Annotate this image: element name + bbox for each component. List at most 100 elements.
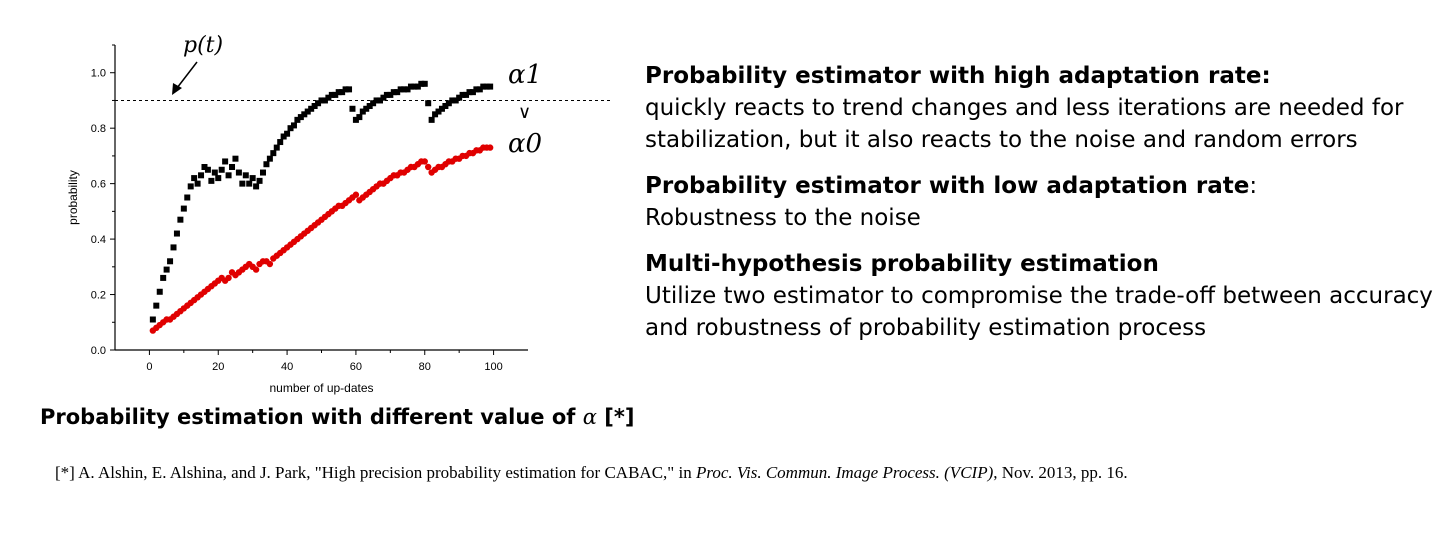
data-point-alpha1 <box>215 175 222 182</box>
chart-caption: Probability estimation with different va… <box>40 405 634 429</box>
data-point-alpha1 <box>246 180 253 187</box>
data-point-alpha1 <box>442 103 449 109</box>
data-point-alpha1 <box>359 108 366 115</box>
block-body: Robustness to the noise <box>645 205 921 231</box>
data-point-alpha1 <box>432 111 439 118</box>
caption-alpha: α <box>582 405 597 429</box>
data-point-alpha1 <box>308 105 315 112</box>
x-tick-label: 100 <box>484 361 502 373</box>
block-title-text: Multi-hypothesis probability estimation <box>645 251 1159 277</box>
block-body: Utilize two estimator to compromise the … <box>645 283 1433 341</box>
reference-prefix: [*] A. Alshin, E. Alshina, and J. Park, … <box>55 463 692 482</box>
data-point-alpha1 <box>352 116 359 123</box>
data-point-alpha1 <box>253 183 260 190</box>
data-point-alpha1 <box>277 139 284 146</box>
data-point-alpha1 <box>466 89 473 96</box>
data-point-alpha1 <box>411 83 418 90</box>
x-tick-label: 20 <box>212 361 224 373</box>
block-body: quickly reacts to trend changes and less… <box>645 95 1404 153</box>
y-tick-label: 0.2 <box>91 290 106 302</box>
data-point-alpha1 <box>428 116 435 123</box>
data-point-alpha1 <box>380 94 387 101</box>
data-point-alpha1 <box>163 266 170 273</box>
data-point-alpha1 <box>335 89 342 96</box>
data-point-alpha1 <box>387 91 394 98</box>
data-point-alpha1 <box>149 316 156 323</box>
data-point-alpha1 <box>225 172 232 179</box>
data-point-alpha1 <box>390 89 397 96</box>
data-point-alpha1 <box>418 80 425 87</box>
y-tick-label: 1.0 <box>91 68 106 80</box>
probability-chart: 0.0 0.2 0.4 0.6 0.8 1.0 0 20 40 60 80 100 number of … <box>0 0 640 440</box>
data-point-alpha1 <box>370 100 377 107</box>
data-point-alpha1 <box>318 97 325 104</box>
x-axis-label: number of up-dates <box>269 381 373 395</box>
data-point-alpha1 <box>256 177 263 184</box>
data-point-alpha1 <box>449 97 456 104</box>
data-point-alpha1 <box>160 274 167 281</box>
data-point-alpha1 <box>425 100 432 107</box>
block-title: Probability estimator with high adaptati… <box>645 60 1435 92</box>
annotation-p-t: p(t) <box>183 33 223 58</box>
data-point-alpha1 <box>259 169 266 176</box>
data-point-alpha1 <box>177 216 184 223</box>
data-point-alpha1 <box>304 108 311 115</box>
data-point-alpha1 <box>445 100 452 107</box>
block-title: Multi-hypothesis probability estimation <box>645 248 1435 280</box>
block-title-text: Probability estimator with low adaptatio… <box>645 173 1250 199</box>
data-point-alpha1 <box>473 86 480 93</box>
data-point-alpha1 <box>452 97 459 104</box>
data-point-alpha1 <box>249 175 256 182</box>
data-point-alpha1 <box>346 86 353 93</box>
data-point-alpha1 <box>459 91 466 98</box>
data-point-alpha1 <box>239 180 246 187</box>
data-point-alpha1 <box>290 122 297 129</box>
data-point-alpha1 <box>218 166 225 173</box>
data-point-alpha1 <box>435 108 442 115</box>
data-point-alpha0 <box>225 274 232 282</box>
data-point-alpha1 <box>328 91 335 98</box>
data-point-alpha1 <box>315 100 322 107</box>
data-point-alpha1 <box>421 80 428 87</box>
data-point-alpha1 <box>456 94 463 101</box>
data-point-alpha1 <box>414 83 421 90</box>
data-point-alpha1 <box>373 97 380 104</box>
block-high-rate: Probability estimator with high adaptati… <box>645 60 1435 156</box>
data-point-alpha1 <box>208 177 215 184</box>
data-point-alpha1 <box>180 205 187 212</box>
data-point-alpha1 <box>321 97 328 104</box>
data-point-alpha1 <box>280 133 287 140</box>
data-point-alpha0 <box>266 260 274 268</box>
data-point-alpha1 <box>204 166 211 173</box>
data-point-alpha1 <box>266 155 273 162</box>
data-point-alpha1 <box>201 164 208 170</box>
data-point-alpha1 <box>339 89 346 96</box>
data-point-alpha1 <box>480 83 487 90</box>
explanation-panel: Probability estimator with high adaptati… <box>645 60 1435 358</box>
block-title: Probability estimator with low adaptatio… <box>645 170 1435 202</box>
y-tick-label: 0.8 <box>91 123 106 135</box>
x-tick-label: 60 <box>350 361 362 373</box>
data-point-alpha1 <box>287 125 294 132</box>
data-point-alpha0 <box>486 144 494 151</box>
caption-prefix: Probability estimation with different va… <box>40 405 576 429</box>
data-point-alpha1 <box>401 86 408 93</box>
y-tick-label: 0.4 <box>91 234 106 246</box>
data-point-alpha1 <box>242 172 249 179</box>
data-point-alpha1 <box>469 89 476 96</box>
data-point-alpha0 <box>424 163 432 171</box>
annotation-arrow-shaft <box>176 61 198 89</box>
data-point-alpha1 <box>232 155 239 162</box>
block-multi-hypothesis: Multi-hypothesis probability estimation … <box>645 248 1435 344</box>
data-point-alpha1 <box>397 86 404 93</box>
data-point-alpha1 <box>363 105 370 112</box>
data-point-alpha1 <box>187 183 194 190</box>
y-axis-label: probability <box>66 170 80 225</box>
data-point-alpha1 <box>476 86 483 93</box>
data-point-alpha1 <box>407 83 414 90</box>
data-point-alpha1 <box>366 103 373 109</box>
data-point-alpha1 <box>349 105 356 112</box>
data-point-alpha1 <box>383 91 390 98</box>
data-point-alpha1 <box>153 302 160 309</box>
data-point-alpha1 <box>173 230 180 237</box>
